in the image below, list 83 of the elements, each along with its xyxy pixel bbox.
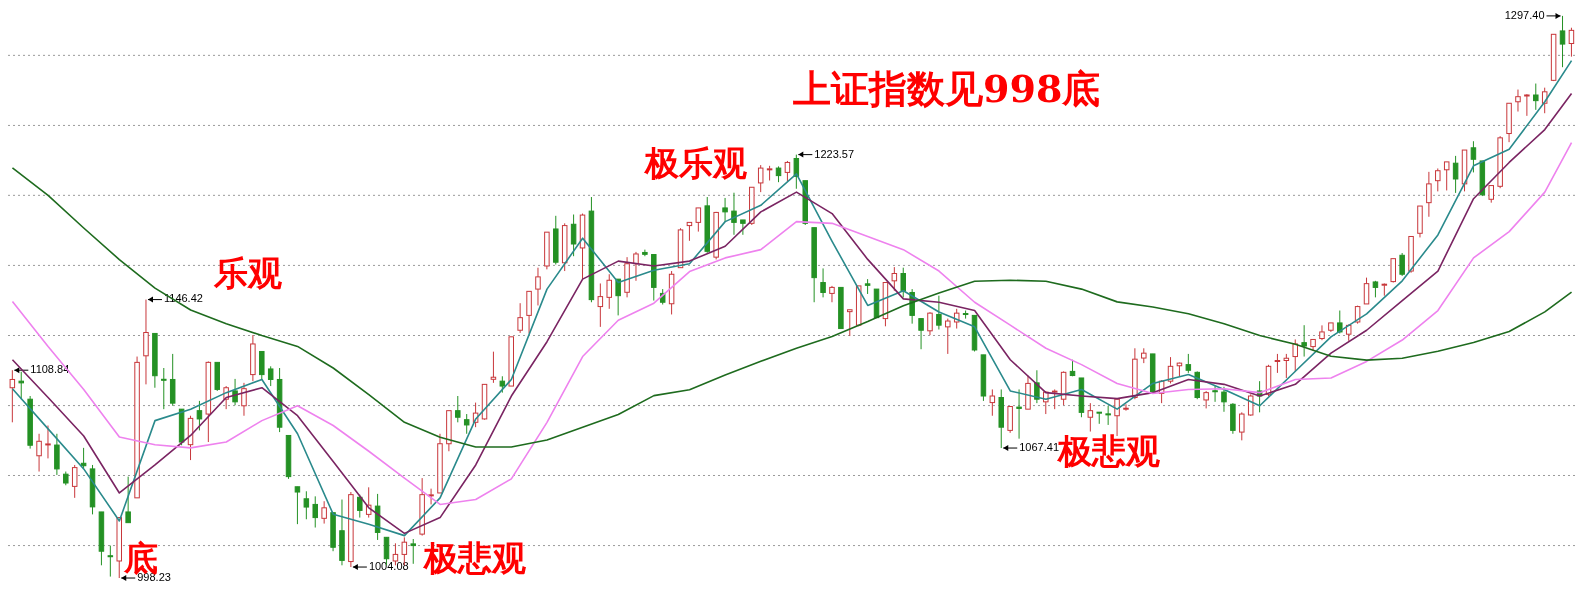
candlestick bbox=[1221, 386, 1227, 413]
annotation: 极悲观 bbox=[1058, 431, 1160, 471]
text: 1108.84 bbox=[30, 363, 70, 376]
candlestick bbox=[686, 221, 693, 242]
candlestick bbox=[1007, 406, 1013, 434]
candlestick bbox=[740, 219, 746, 236]
candlestick bbox=[1247, 393, 1254, 417]
candlestick bbox=[615, 278, 621, 316]
candlestick bbox=[303, 490, 310, 520]
candlestick bbox=[312, 495, 318, 529]
candlestick bbox=[294, 486, 301, 525]
candlestick bbox=[535, 267, 541, 306]
candlestick bbox=[695, 207, 702, 233]
candlestick bbox=[1363, 277, 1370, 305]
candlestick bbox=[54, 433, 60, 476]
candlestick bbox=[829, 285, 835, 303]
candlestick bbox=[1381, 282, 1388, 297]
candlestick bbox=[1123, 403, 1129, 412]
candlestick bbox=[1399, 252, 1405, 277]
candlestick bbox=[107, 545, 114, 578]
candlestick bbox=[633, 251, 639, 282]
candlestick bbox=[900, 267, 906, 298]
candlestick bbox=[267, 365, 274, 387]
annotation: 极乐观 bbox=[645, 143, 747, 183]
candlestick bbox=[1390, 258, 1396, 284]
candlestick bbox=[1319, 324, 1325, 341]
candlestick bbox=[1515, 89, 1521, 113]
candlestick bbox=[18, 371, 24, 400]
candlestick bbox=[1051, 388, 1058, 410]
candlestick bbox=[1274, 353, 1281, 374]
candlestick bbox=[1435, 167, 1441, 192]
candlestick bbox=[169, 353, 176, 407]
candlestick bbox=[80, 447, 87, 469]
candlestick bbox=[1443, 161, 1450, 191]
candlestick bbox=[428, 488, 434, 505]
candlestick bbox=[820, 267, 826, 298]
candlestick bbox=[1426, 171, 1432, 218]
candlestick bbox=[1016, 388, 1022, 440]
candlestick bbox=[936, 295, 942, 330]
candlestick bbox=[517, 302, 523, 334]
candlestick bbox=[490, 351, 497, 384]
candlestick bbox=[784, 160, 791, 183]
candlestick bbox=[1283, 353, 1290, 379]
candlestick bbox=[45, 425, 51, 459]
text: 1297.40 bbox=[1504, 8, 1545, 21]
candlestick bbox=[570, 214, 577, 257]
candlestick bbox=[1524, 93, 1530, 117]
candlestick bbox=[927, 311, 933, 336]
candlestick bbox=[918, 318, 924, 350]
candlestick bbox=[1301, 324, 1307, 358]
candlestick bbox=[36, 433, 42, 473]
candlestick bbox=[410, 538, 416, 565]
candlestick bbox=[455, 395, 461, 423]
candlestick bbox=[606, 273, 612, 310]
candlestick bbox=[945, 318, 951, 355]
candlestick bbox=[125, 476, 131, 524]
candlestick bbox=[1087, 402, 1094, 433]
candlestick bbox=[161, 367, 167, 410]
candlestick bbox=[1239, 411, 1245, 441]
candlestick bbox=[891, 266, 898, 292]
candlestick bbox=[597, 282, 604, 328]
candlestick bbox=[1452, 155, 1459, 194]
candlestick bbox=[259, 350, 265, 380]
candlestick bbox=[463, 413, 470, 435]
candlestick bbox=[722, 197, 728, 223]
annotation: 上证指数见998底 bbox=[793, 66, 1101, 111]
candlestick bbox=[1212, 385, 1218, 403]
candlestick bbox=[1470, 140, 1477, 173]
candlestick bbox=[1292, 338, 1298, 372]
candlestick bbox=[989, 388, 996, 417]
candlestick bbox=[1533, 83, 1539, 111]
candlestick bbox=[196, 400, 203, 431]
annotation: 极悲观 bbox=[424, 538, 526, 578]
candlestick bbox=[847, 309, 853, 337]
candlestick bbox=[757, 164, 764, 193]
annotation: 乐观 bbox=[214, 253, 282, 293]
text: 1223.57 bbox=[814, 147, 855, 160]
candlestick bbox=[71, 464, 78, 499]
candlestick bbox=[1185, 353, 1192, 374]
candlestick bbox=[321, 500, 327, 525]
text: 1004.08 bbox=[368, 559, 409, 572]
candlestick bbox=[1105, 405, 1111, 426]
candlestick bbox=[731, 192, 737, 236]
